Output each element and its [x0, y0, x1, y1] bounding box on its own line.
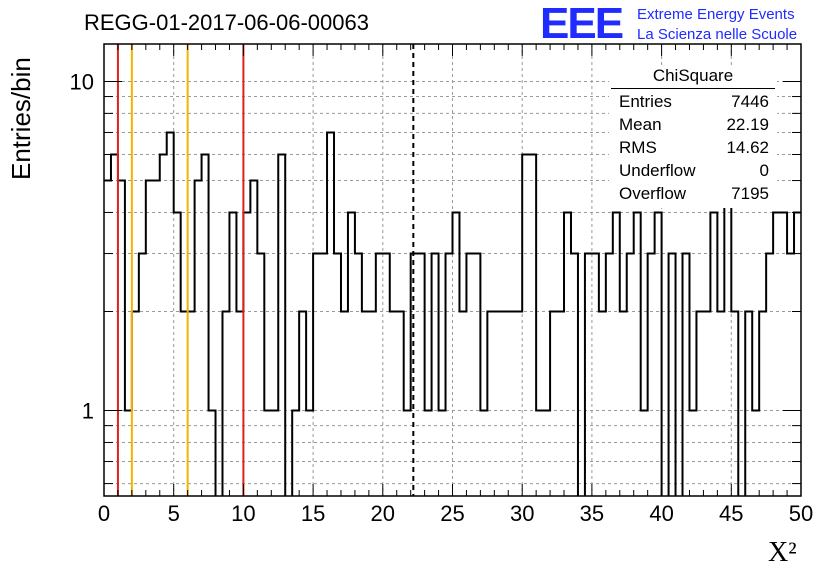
stat-key: Mean [619, 115, 662, 134]
stat-key: Entries [619, 92, 672, 111]
stat-row-entries: Entries 7446 [619, 92, 769, 114]
x-tick-label: 50 [789, 501, 813, 526]
stat-value: 0 [759, 161, 769, 180]
x-tick-label: 5 [168, 501, 180, 526]
y-axis-label: Entries/bin [6, 57, 36, 180]
eee-logo-mark: EEE [540, 0, 624, 48]
stat-row-underflow: Underflow 0 [619, 161, 769, 183]
x-tick-label: 30 [510, 501, 534, 526]
x-tick-label: 25 [440, 501, 464, 526]
y-tick-label: 1 [82, 399, 94, 424]
histogram-outline [104, 131, 801, 496]
logo-line-2: La Scienza nelle Scuole [637, 26, 798, 43]
x-tick-label: 0 [98, 501, 110, 526]
x-tick-label: 35 [580, 501, 604, 526]
stats-title: ChiSquare [652, 66, 734, 85]
stat-row-mean: Mean 22.19 [619, 115, 769, 137]
x-tick-label: 40 [649, 501, 673, 526]
stat-row-overflow: Overflow 7195 [619, 184, 769, 206]
histogram-series [104, 131, 801, 496]
stat-key: RMS [619, 138, 657, 157]
eee-logo: EEE Extreme Energy Events La Scienza nel… [540, 2, 836, 46]
y-tick-label: 10 [70, 69, 94, 94]
logo-line-1: Extreme Energy Events [637, 6, 795, 23]
stats-divider [611, 88, 775, 89]
stat-value: 14.62 [726, 138, 769, 157]
x-tick-label: 45 [719, 501, 743, 526]
axes: 0 5 10 15 20 25 30 35 40 45 50 1 10 [70, 43, 813, 526]
stat-value: 7195 [731, 184, 769, 203]
x-tick-label: 10 [231, 501, 255, 526]
x-axis-label: X² [768, 537, 797, 568]
stats-box: ChiSquare Entries 7446 Mean 22.19 RMS 14… [609, 66, 777, 208]
stat-value: 22.19 [726, 115, 769, 134]
chart-title: REGG-01-2017-06-06-00063 [84, 10, 369, 35]
stat-row-rms: RMS 14.62 [619, 138, 769, 160]
stat-key: Underflow [619, 161, 696, 180]
x-tick-label: 20 [371, 501, 395, 526]
x-tick-label: 15 [301, 501, 325, 526]
stat-value: 7446 [731, 92, 769, 111]
reference-lines [116, 44, 415, 496]
stat-key: Overflow [619, 184, 687, 203]
